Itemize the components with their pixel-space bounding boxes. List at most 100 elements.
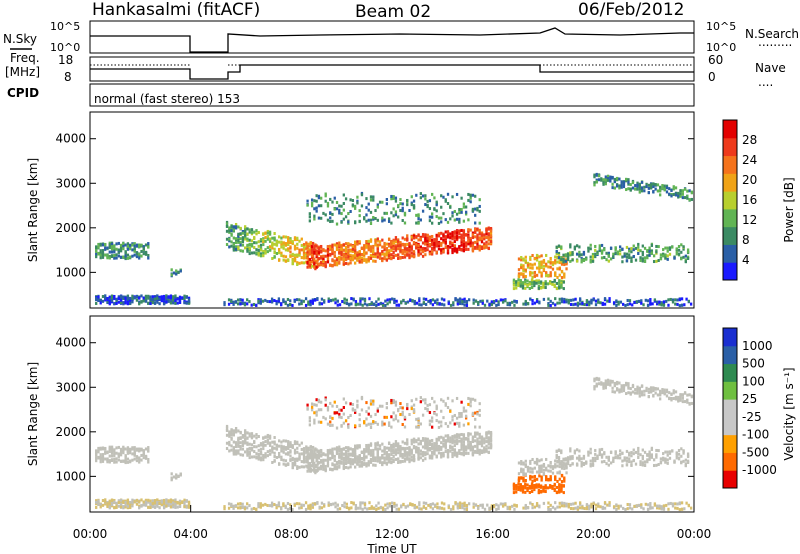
data-cell — [277, 258, 281, 262]
data-cell — [376, 239, 379, 243]
data-cell — [239, 445, 242, 449]
data-cell — [469, 228, 472, 232]
data-cell — [474, 439, 477, 443]
data-cell — [401, 209, 404, 213]
data-cell — [618, 184, 621, 188]
data-cell — [686, 250, 690, 254]
data-cell — [688, 189, 691, 193]
data-cell — [608, 299, 611, 303]
data-cell — [446, 251, 450, 255]
data-cell — [374, 463, 377, 467]
data-cell — [390, 243, 393, 247]
data-cell — [558, 465, 561, 469]
data-cell — [353, 251, 357, 255]
data-cell — [431, 221, 434, 225]
data-cell — [232, 243, 235, 247]
data-cell — [311, 264, 315, 268]
data-cell — [365, 242, 368, 246]
data-cell — [540, 467, 543, 471]
data-cell — [520, 462, 523, 466]
data-cell — [326, 255, 330, 259]
data-cell — [390, 448, 393, 452]
data-cell — [622, 185, 626, 189]
data-cell — [417, 453, 420, 457]
data-cell — [471, 231, 475, 235]
data-cell — [392, 239, 395, 243]
data-cell — [305, 460, 308, 464]
data-cell — [641, 244, 644, 248]
data-cell — [248, 252, 251, 256]
data-cell — [326, 459, 330, 463]
data-cell — [390, 401, 393, 405]
data-cell — [392, 241, 395, 245]
data-cell — [369, 256, 373, 260]
data-cell — [167, 295, 170, 299]
data-cell — [320, 263, 323, 267]
data-cell — [403, 255, 407, 259]
data-cell — [264, 235, 267, 239]
data-cell — [234, 225, 238, 229]
data-cell — [347, 466, 350, 470]
data-cell — [401, 255, 404, 259]
data-cell — [308, 453, 311, 457]
data-cell — [680, 243, 683, 247]
data-cell — [537, 284, 541, 288]
data-cell — [474, 235, 477, 239]
data-cell — [342, 254, 345, 258]
data-cell — [257, 444, 260, 448]
data-cell — [590, 301, 593, 305]
data-cell — [607, 254, 610, 258]
data-cell — [338, 255, 341, 259]
data-cell — [451, 237, 454, 241]
data-cell — [259, 456, 263, 460]
data-cell — [378, 460, 382, 464]
data-cell — [230, 233, 233, 237]
data-cell — [569, 259, 572, 263]
data-cell — [108, 505, 111, 509]
data-cell — [135, 502, 139, 506]
data-cell — [424, 407, 427, 411]
data-cell — [424, 253, 427, 257]
data-cell — [176, 301, 179, 305]
data-cell — [435, 200, 438, 204]
data-cell — [385, 242, 389, 246]
data-cell — [367, 451, 370, 455]
data-cell — [637, 242, 640, 246]
data-cell — [490, 303, 493, 307]
data-cell — [147, 243, 150, 247]
data-cell — [392, 207, 395, 211]
data-cell — [266, 299, 269, 303]
data-cell — [387, 453, 391, 457]
data-cell — [169, 500, 173, 504]
data-cell — [280, 444, 283, 448]
data-cell — [367, 462, 370, 466]
data-cell — [334, 297, 337, 301]
data-cell — [232, 452, 235, 456]
data-cell — [531, 266, 534, 270]
data-cell — [253, 434, 256, 438]
data-cell — [572, 298, 575, 302]
data-cell — [376, 441, 379, 445]
data-cell — [351, 256, 355, 260]
data-cell — [324, 213, 327, 217]
data-cell — [335, 411, 339, 415]
data-cell — [338, 412, 341, 416]
data-cell — [322, 263, 325, 267]
data-cell — [264, 248, 267, 252]
data-cell — [524, 278, 527, 282]
data-cell — [560, 283, 563, 287]
data-cell — [338, 248, 341, 252]
data-cell — [537, 279, 541, 283]
data-cell — [646, 299, 650, 303]
data-cell — [641, 253, 644, 257]
data-cell — [472, 301, 475, 305]
data-cell — [138, 504, 141, 508]
data-cell — [175, 269, 178, 273]
data-cell — [310, 248, 314, 252]
data-cell — [174, 298, 177, 302]
data-cell — [315, 209, 318, 213]
data-cell — [419, 245, 422, 249]
data-cell — [672, 185, 675, 189]
data-cell — [437, 451, 441, 455]
data-cell — [440, 251, 443, 255]
